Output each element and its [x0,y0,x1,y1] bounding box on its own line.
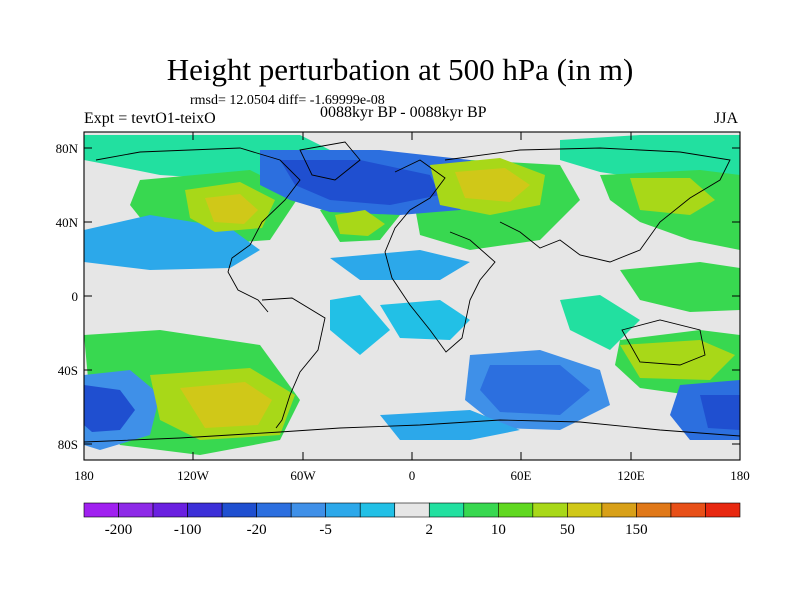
lon-label: 60E [511,468,532,483]
colorbar-swatch [705,502,741,518]
lat-label: 80S [58,437,78,452]
lat-label: 80N [56,141,79,156]
colorbar-label: -100 [174,522,202,538]
colorbar-swatch [152,502,188,518]
lon-label: 0 [409,468,416,483]
colorbar-swatch [636,502,672,518]
colorbar-swatch [187,502,223,518]
colorbar-swatch [118,502,154,518]
colorbar-label: 2 [426,522,434,538]
lon-labels: 180 120W 60W 0 60E 120E 180 [74,468,750,483]
colorbar-label: 150 [625,522,648,538]
colorbar-swatch [463,502,499,518]
colorbar-label: -20 [247,522,267,538]
period-label: 0088kyr BP - 0088kyr BP [320,104,487,121]
lat-label: 0 [72,289,79,304]
map-title: Height perturbation at 500 hPa (in m) [166,52,634,87]
experiment-label: Expt = tevtO1-teixO [84,110,216,127]
colorbar-swatch [256,502,292,518]
lat-axis [84,147,740,445]
colorbar [83,502,741,518]
colorbar-swatch [498,502,534,518]
lon-label: 180 [730,468,750,483]
colorbar-swatch [670,502,706,518]
map-panel [84,132,740,460]
colorbar-swatch [359,502,396,518]
lat-label: 40S [58,363,78,378]
lat-labels: 80N 40N 0 40S 80S [56,141,79,452]
lon-label: 180 [74,468,94,483]
colorbar-swatch [83,502,119,518]
lon-label: 60W [290,468,316,483]
colorbar-swatch [221,502,257,518]
lon-label: 120W [177,468,210,483]
colorbar-swatch [567,502,603,518]
colorbar-swatch [428,502,465,518]
colorbar-swatch [325,502,361,518]
lon-label: 120E [617,468,645,483]
colorbar-label: -200 [105,522,133,538]
colorbar-labels: -200 -100 -20 -5 2 10 50 150 [105,522,648,538]
colorbar-swatch [394,502,430,518]
colorbar-label: -5 [319,522,332,538]
colorbar-label: 10 [491,522,506,538]
season-label: JJA [714,110,739,127]
colorbar-label: 50 [560,522,575,538]
coastlines [84,141,740,443]
lat-label: 40N [56,215,79,230]
stats-line: rmsd= 12.0504 diff= -1.69999e-08 [190,93,385,108]
lon-axis [83,132,741,460]
colorbar-swatch [532,502,568,518]
colorbar-swatch [290,502,326,518]
colorbar-swatch [601,502,637,518]
contour-fill-positive [150,158,735,440]
